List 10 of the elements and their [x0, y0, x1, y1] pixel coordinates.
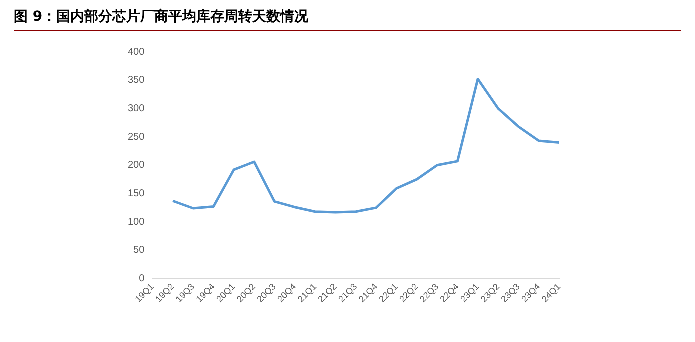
y-tick-label: 250	[128, 132, 146, 143]
y-tick-label: 100	[128, 216, 146, 228]
y-tick-label: 0	[139, 274, 146, 285]
chart-title: 图 9：国内部分芯片厂商平均库存周转天数情况	[14, 8, 681, 31]
y-tick-label: 300	[128, 103, 146, 114]
y-tick-label: 400	[128, 46, 146, 58]
y-tick-label: 350	[128, 75, 146, 86]
y-tick-label: 150	[128, 188, 146, 200]
y-tick-label: 50	[134, 245, 146, 256]
y-tick-label: 200	[128, 160, 146, 172]
